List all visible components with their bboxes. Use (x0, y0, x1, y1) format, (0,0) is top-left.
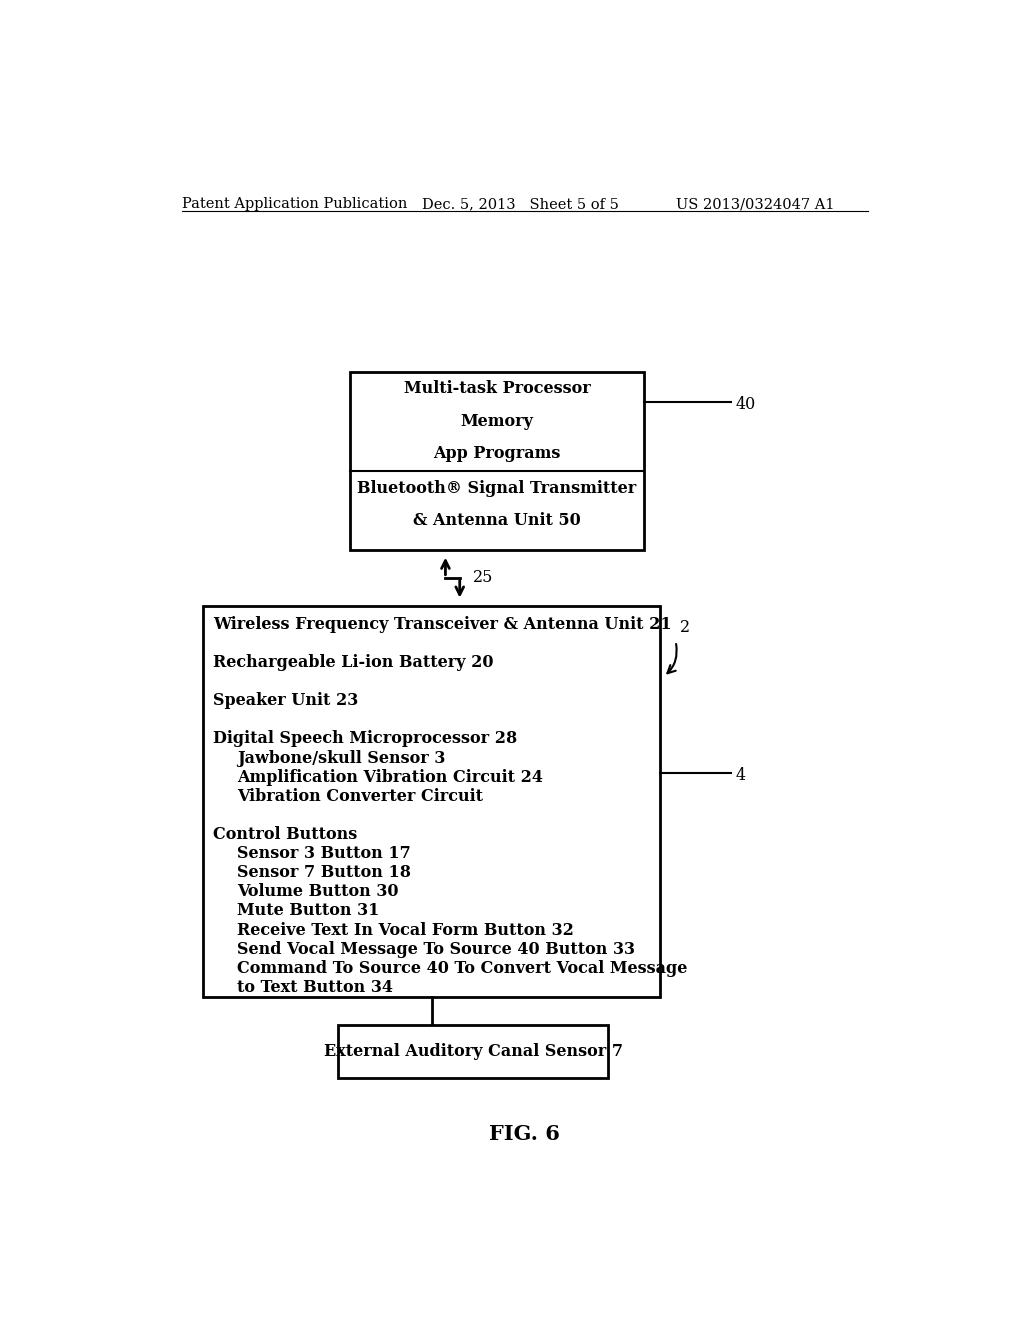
FancyBboxPatch shape (338, 1026, 608, 1078)
Text: Digital Speech Microprocessor 28: Digital Speech Microprocessor 28 (213, 730, 517, 747)
Text: Sensor 3 Button 17: Sensor 3 Button 17 (237, 845, 411, 862)
Text: FIG. 6: FIG. 6 (489, 1125, 560, 1144)
Text: Patent Application Publication: Patent Application Publication (182, 197, 408, 211)
Text: Wireless Frequency Transceiver & Antenna Unit 21: Wireless Frequency Transceiver & Antenna… (213, 615, 672, 632)
Text: External Auditory Canal Sensor 7: External Auditory Canal Sensor 7 (324, 1043, 623, 1060)
Text: Command To Source 40 To Convert Vocal Message: Command To Source 40 To Convert Vocal Me… (237, 960, 687, 977)
Text: US 2013/0324047 A1: US 2013/0324047 A1 (676, 197, 835, 211)
Text: Volume Button 30: Volume Button 30 (237, 883, 398, 900)
Text: Send Vocal Message To Source 40 Button 33: Send Vocal Message To Source 40 Button 3… (237, 941, 635, 957)
FancyBboxPatch shape (204, 606, 659, 997)
Text: Speaker Unit 23: Speaker Unit 23 (213, 692, 358, 709)
Text: App Programs: App Programs (433, 445, 561, 462)
Text: Dec. 5, 2013   Sheet 5 of 5: Dec. 5, 2013 Sheet 5 of 5 (422, 197, 618, 211)
Text: Rechargeable Li-ion Battery 20: Rechargeable Li-ion Battery 20 (213, 653, 494, 671)
Text: Mute Button 31: Mute Button 31 (237, 903, 379, 920)
Text: Sensor 7 Button 18: Sensor 7 Button 18 (237, 865, 411, 882)
Text: 4: 4 (735, 767, 745, 784)
Text: to Text Button 34: to Text Button 34 (237, 979, 393, 995)
Text: Multi-task Processor: Multi-task Processor (403, 380, 591, 397)
Text: Vibration Converter Circuit: Vibration Converter Circuit (237, 788, 482, 805)
Text: 2: 2 (680, 619, 690, 636)
Text: Jawbone/skull Sensor 3: Jawbone/skull Sensor 3 (237, 750, 445, 767)
Text: & Antenna Unit 50: & Antenna Unit 50 (413, 512, 581, 529)
Text: Bluetooth® Signal Transmitter: Bluetooth® Signal Transmitter (357, 479, 637, 496)
Text: Control Buttons: Control Buttons (213, 826, 357, 843)
Text: 40: 40 (735, 396, 756, 413)
Text: 25: 25 (473, 569, 494, 586)
Text: Amplification Vibration Circuit 24: Amplification Vibration Circuit 24 (237, 768, 543, 785)
Text: Receive Text In Vocal Form Button 32: Receive Text In Vocal Form Button 32 (237, 921, 573, 939)
Text: Memory: Memory (461, 412, 534, 429)
FancyBboxPatch shape (350, 372, 644, 549)
